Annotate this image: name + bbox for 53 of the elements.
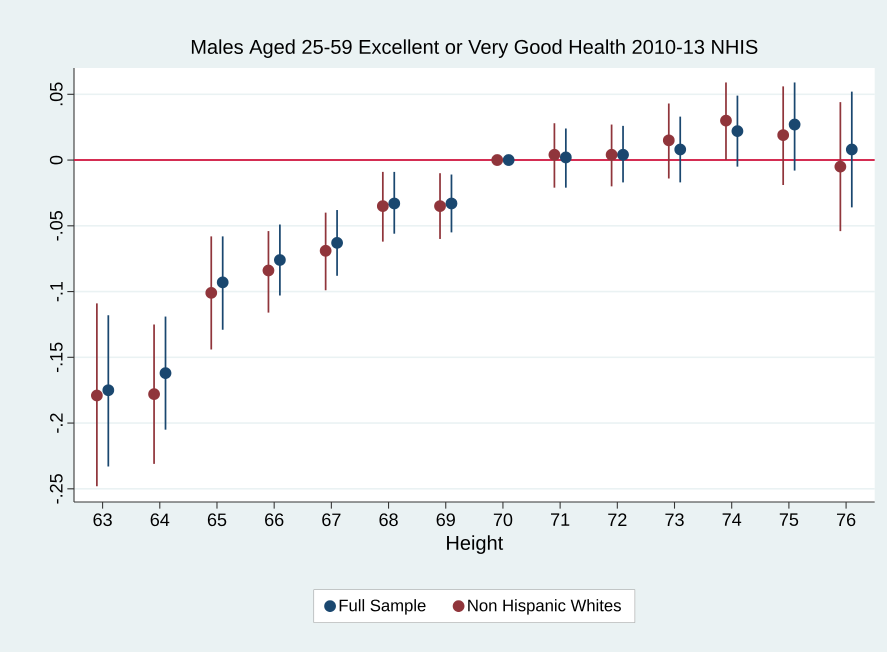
y-tick-label: -.15	[50, 342, 63, 372]
x-tick-label: 64	[150, 513, 170, 526]
x-tick-label: 72	[608, 513, 626, 526]
y-tick-label: -.1	[50, 282, 63, 302]
point	[434, 200, 446, 212]
point	[502, 154, 515, 166]
point	[376, 200, 389, 212]
point	[274, 254, 286, 266]
y-tick-label: 0	[50, 156, 63, 164]
point	[446, 198, 458, 210]
point	[732, 125, 744, 137]
y-tick-label: -.2	[50, 413, 63, 433]
x-axis-title: Height	[447, 535, 504, 554]
point	[548, 148, 560, 161]
y-tick-label: .05	[50, 82, 63, 106]
point	[846, 144, 858, 156]
point	[331, 237, 343, 249]
point	[788, 118, 800, 130]
point	[560, 152, 572, 164]
legend-label: Non Hispanic Whites	[468, 599, 621, 615]
point	[216, 276, 229, 288]
point	[674, 144, 686, 156]
x-tick-label: 65	[208, 513, 226, 526]
point	[606, 148, 618, 161]
point	[160, 367, 172, 379]
chart-title: Males Aged 25-59 Excellent or Very Good Health 2010-13 NHIS	[192, 39, 758, 58]
point	[720, 114, 732, 126]
point	[205, 287, 218, 299]
point	[777, 129, 790, 141]
point	[320, 244, 332, 257]
point	[834, 160, 846, 172]
x-tick-label: 66	[265, 513, 284, 526]
y-tick-label: -.25	[50, 474, 63, 504]
point	[262, 264, 274, 276]
x-tick-label: 70	[494, 513, 512, 526]
legend-label: Full Sample	[340, 599, 426, 615]
point	[102, 384, 114, 396]
x-tick-label: 71	[551, 513, 570, 526]
x-tick-label: 63	[94, 513, 112, 526]
x-tick-label: 68	[379, 513, 398, 526]
point	[491, 154, 504, 166]
y-tick-label: -.05	[50, 211, 63, 241]
x-tick-label: 69	[436, 513, 455, 526]
point	[662, 134, 675, 146]
point	[148, 388, 160, 400]
x-tick-label: 74	[722, 513, 742, 526]
x-tick-label: 73	[665, 513, 684, 526]
point	[617, 148, 629, 161]
x-tick-label: 75	[780, 513, 798, 526]
point	[388, 198, 400, 210]
point	[91, 390, 103, 402]
x-tick-label: 76	[836, 513, 856, 526]
x-tick-label: 67	[322, 513, 340, 526]
